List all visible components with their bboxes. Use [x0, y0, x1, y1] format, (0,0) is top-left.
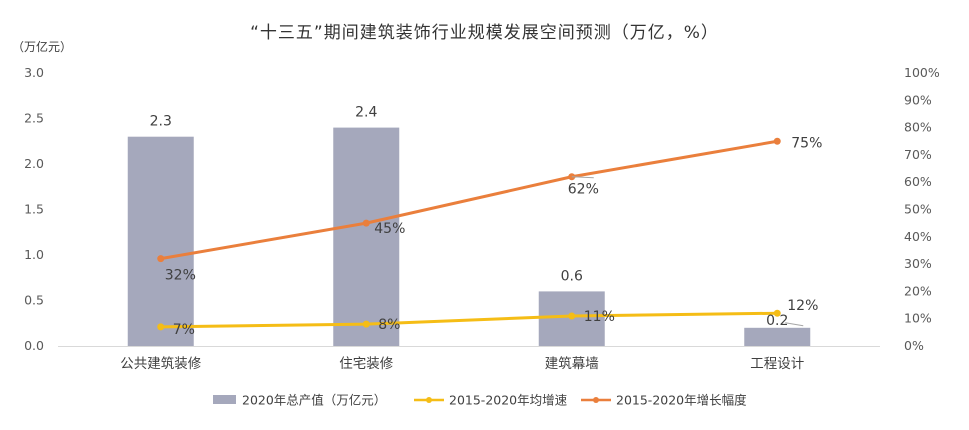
- y1-unit-label: （万亿元）: [12, 40, 73, 54]
- y2-tick-label: 10%: [904, 311, 932, 326]
- bars-layer: [127, 127, 811, 346]
- legend-label: 2020年总产值（万亿元）: [242, 393, 386, 408]
- line-value-label: 8%: [378, 317, 400, 333]
- legend-label: 2015-2020年增长幅度: [616, 393, 747, 408]
- y1-tick-label: 0.0: [24, 338, 44, 353]
- y1-tick-label: 1.5: [24, 202, 44, 217]
- data-labels-layer: 2.3 2.4 0.6 0.2 7% 8% 11% 12% 32% 45% 62% 75%: [150, 105, 823, 338]
- y1-tick-label: 2.5: [24, 111, 44, 126]
- bar: [333, 127, 400, 346]
- legend-swatch-marker: [593, 397, 599, 403]
- y2-tick-label: 30%: [904, 256, 932, 271]
- y2-tick-label: 40%: [904, 229, 932, 244]
- leader-line: [785, 322, 804, 327]
- line-value-label: 75%: [791, 135, 822, 151]
- legend: 2020年总产值（万亿元） 2015-2020年均增速 2015-2020年增长幅度: [213, 393, 747, 408]
- y2-tick-label: 50%: [904, 202, 932, 217]
- line-value-label: 12%: [787, 298, 818, 314]
- series-point: [157, 255, 165, 263]
- bar-value-label: 0.2: [766, 313, 788, 329]
- series-point: [362, 320, 370, 328]
- x-tick-label: 住宅装修: [339, 356, 393, 372]
- bar-value-label: 2.4: [355, 105, 377, 121]
- y2-tick-label: 80%: [904, 120, 932, 135]
- series-point: [773, 309, 781, 317]
- y2-tick-label: 90%: [904, 92, 932, 107]
- series-point: [773, 137, 781, 145]
- bar-value-label: 2.3: [150, 114, 172, 130]
- series-point: [568, 312, 576, 320]
- y1-tick-label: 1.0: [24, 247, 44, 262]
- series-point: [157, 323, 165, 331]
- series-point: [362, 219, 370, 227]
- x-tick-label: 公共建筑装修: [120, 356, 201, 372]
- line-value-label: 62%: [568, 182, 599, 198]
- y1-tick-label: 0.5: [24, 293, 44, 308]
- y1-tick-label: 2.0: [24, 156, 44, 171]
- legend-swatch-bar: [213, 395, 236, 404]
- x-tick-label: 建筑幕墙: [545, 356, 599, 372]
- x-tick-label: 工程设计: [750, 356, 804, 372]
- series-line: [159, 311, 779, 329]
- chart-title: “十三五”期间建筑装饰行业规模发展空间预测（万亿，%）: [250, 23, 719, 43]
- line-value-label: 7%: [173, 322, 195, 338]
- bar: [127, 136, 194, 346]
- y2-tick-label: 20%: [904, 283, 932, 298]
- line-value-label: 45%: [374, 221, 405, 237]
- y2-tick-label: 70%: [904, 147, 932, 162]
- leader-line: [571, 176, 594, 179]
- y1-tick-label: 3.0: [24, 65, 44, 80]
- line-value-label: 11%: [584, 309, 615, 325]
- bar-value-label: 0.6: [561, 268, 583, 284]
- y2-tick-label: 100%: [904, 65, 940, 80]
- series-line: [159, 139, 779, 261]
- bar: [744, 327, 811, 346]
- axes-layer: 0.0 0.5 1.0 1.5 2.0 2.5 3.0 0% 10% 20% 30% 40% 50% 60…: [24, 65, 940, 372]
- y2-tick-label: 60%: [904, 174, 932, 189]
- y2-tick-label: 0%: [904, 338, 924, 353]
- legend-label: 2015-2020年均增速: [449, 393, 568, 408]
- legend-swatch-marker: [426, 397, 432, 403]
- line-value-label: 32%: [165, 268, 196, 284]
- lines-layer: [157, 137, 781, 331]
